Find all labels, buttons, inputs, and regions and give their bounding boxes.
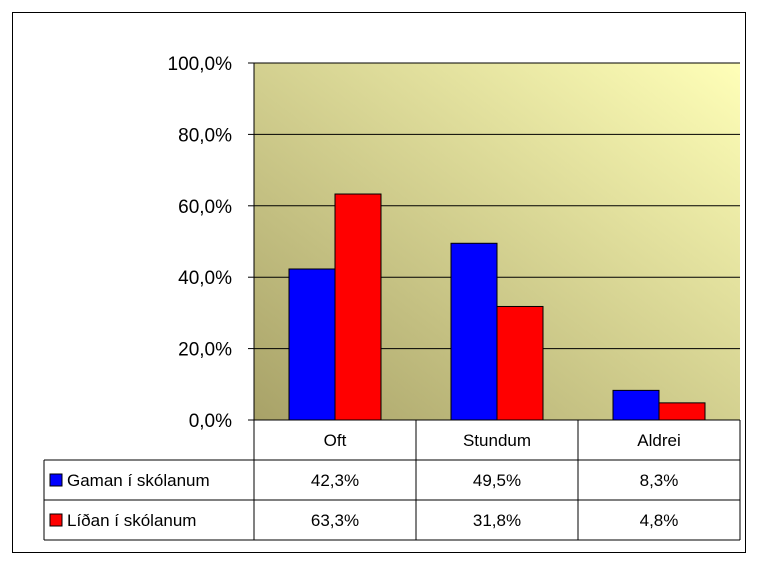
bar [658, 402, 706, 421]
data-label: 31,8% [473, 511, 521, 530]
category-label: Aldrei [637, 431, 680, 450]
y-tick-label: 60,0% [178, 197, 232, 218]
legend-swatch [49, 473, 63, 487]
y-tick-label: 0,0% [189, 411, 232, 432]
data-label: 8,3% [640, 471, 679, 490]
y-tick-label: 40,0% [178, 268, 232, 289]
data-label: 42,3% [311, 471, 359, 490]
bar [496, 305, 544, 421]
category-label: Stundum [463, 431, 531, 450]
data-label: 4,8% [640, 511, 679, 530]
legend-swatch [49, 513, 63, 527]
bar [288, 268, 336, 421]
bar [334, 193, 382, 421]
bar [612, 389, 660, 421]
data-label: 63,3% [311, 511, 359, 530]
y-tick-label: 80,0% [178, 125, 232, 146]
legend-label: Gaman í skólanum [67, 471, 210, 490]
category-label: Oft [324, 431, 347, 450]
bar [450, 242, 498, 421]
y-tick-label: 100,0% [168, 54, 233, 75]
legend-label: Líðan í skólanum [67, 511, 196, 530]
y-tick-label: 20,0% [178, 340, 232, 361]
data-label: 49,5% [473, 471, 521, 490]
